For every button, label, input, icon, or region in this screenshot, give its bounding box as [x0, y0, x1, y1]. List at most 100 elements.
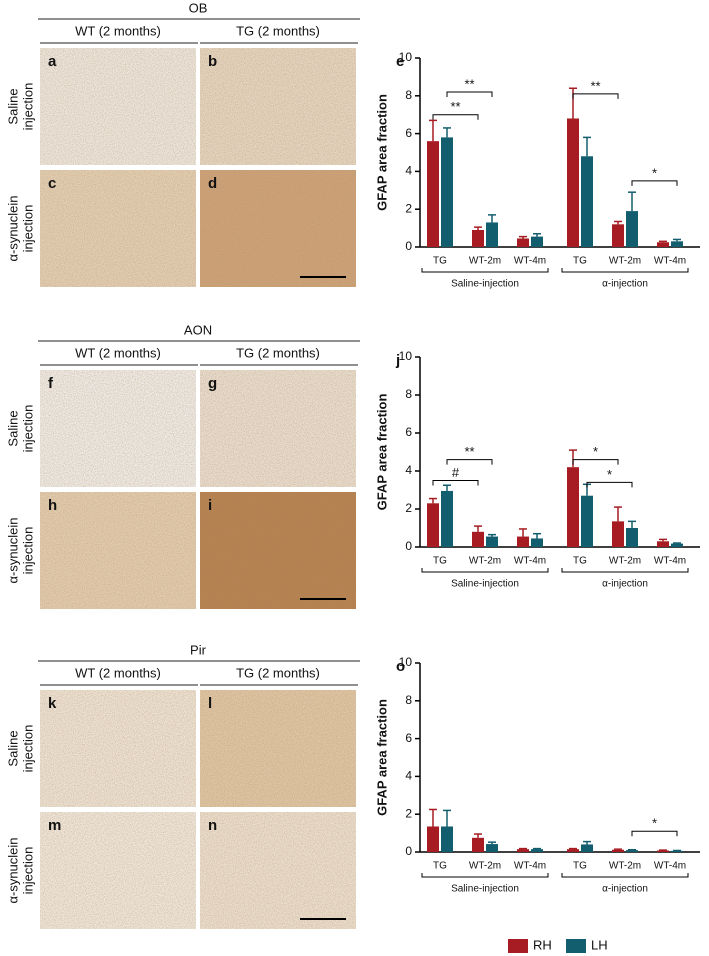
x-tick-label: WT-2m — [609, 861, 641, 872]
panel-letter: n — [208, 817, 217, 834]
micrograph-texture — [200, 690, 356, 807]
bar — [671, 850, 683, 852]
y-tick-label: 2 — [405, 806, 412, 820]
significance-bracket — [572, 93, 619, 99]
panel-letter: k — [48, 695, 57, 712]
panel-letter: g — [208, 375, 217, 392]
y-tick-label: 6 — [405, 731, 412, 745]
x-tick-label: WT-4m — [654, 256, 686, 267]
y-tick-label: 8 — [405, 693, 412, 707]
bar — [531, 236, 543, 247]
significance-bracket — [446, 91, 493, 98]
y-tick-label: 4 — [405, 463, 412, 477]
bar — [517, 849, 529, 852]
x-tick-label: WT-4m — [654, 861, 686, 872]
row-label: α-synuclein — [5, 517, 20, 583]
column-header: TG (2 months) — [236, 665, 320, 680]
group-label: α-injection — [602, 279, 648, 290]
bar — [441, 826, 453, 852]
panel-letter: m — [48, 817, 61, 834]
y-tick-label: 0 — [405, 239, 412, 253]
bar — [472, 837, 484, 852]
panel-letter: h — [48, 497, 57, 514]
region-title: Pir — [190, 642, 207, 657]
significance-bracket — [432, 114, 479, 120]
y-tick-label: 2 — [405, 501, 412, 515]
bar — [427, 826, 439, 852]
bar — [486, 222, 498, 247]
panel-letter: d — [208, 175, 217, 192]
x-tick-label: WT-4m — [514, 556, 546, 567]
bar — [657, 541, 669, 547]
y-axis-label: GFAP area fraction — [374, 394, 389, 511]
x-tick-label: WT-2m — [469, 256, 501, 267]
x-tick-label: TG — [573, 256, 587, 267]
legend-label: LH — [591, 937, 608, 952]
x-tick-label: WT-2m — [609, 556, 641, 567]
significance-label: * — [652, 816, 657, 831]
panel-letter: c — [48, 175, 56, 192]
micrograph-texture — [200, 48, 356, 165]
bar — [472, 531, 484, 547]
group-label: α-injection — [602, 884, 648, 895]
significance-bracket — [586, 481, 633, 488]
x-tick-label: WT-2m — [609, 256, 641, 267]
significance-label: ** — [450, 99, 460, 114]
bar — [567, 118, 579, 247]
column-header: WT (2 months) — [75, 23, 161, 38]
bar — [531, 849, 543, 852]
bar — [427, 141, 439, 247]
x-tick-label: TG — [433, 556, 447, 567]
row-label: injection — [20, 527, 35, 575]
significance-bracket — [446, 459, 493, 465]
y-tick-label: 10 — [399, 655, 413, 669]
group-bracket — [421, 873, 549, 878]
y-tick-label: 10 — [399, 50, 413, 64]
bar — [581, 495, 593, 547]
bar — [441, 490, 453, 547]
panel-letter: j — [395, 352, 400, 369]
significance-label: * — [593, 444, 598, 459]
x-tick-label: WT-4m — [654, 556, 686, 567]
bar — [657, 850, 669, 852]
x-tick-label: WT-4m — [514, 256, 546, 267]
group-bracket — [561, 873, 689, 878]
panel-letter: e — [396, 53, 404, 70]
bar — [657, 242, 669, 247]
significance-label: * — [652, 165, 657, 180]
micrograph-texture — [40, 812, 196, 929]
bar — [486, 536, 498, 547]
group-label: Saline-injection — [451, 579, 519, 590]
column-header: TG (2 months) — [236, 345, 320, 360]
y-tick-label: 8 — [405, 387, 412, 401]
row-label: Saline — [5, 410, 20, 446]
row-label: α-synuclein — [5, 837, 20, 903]
significance-bracket — [631, 180, 678, 186]
row-label: injection — [20, 847, 35, 895]
group-bracket — [561, 568, 689, 573]
bar — [486, 844, 498, 852]
bar — [581, 844, 593, 852]
bar — [671, 241, 683, 247]
micrograph-texture — [200, 370, 356, 487]
row-label: injection — [20, 405, 35, 453]
bar — [612, 521, 624, 547]
group-label: α-injection — [602, 579, 648, 590]
micrograph-texture — [40, 492, 196, 609]
significance-label: ** — [590, 78, 600, 93]
y-axis-label: GFAP area fraction — [374, 94, 389, 211]
x-tick-label: WT-2m — [469, 556, 501, 567]
bar — [531, 538, 543, 547]
bar — [626, 850, 638, 852]
column-header: WT (2 months) — [75, 345, 161, 360]
bar — [441, 137, 453, 247]
bar — [581, 156, 593, 247]
bar — [626, 528, 638, 547]
significance-bracket — [572, 459, 619, 465]
region-title: OB — [189, 0, 208, 15]
row-label: Saline — [5, 88, 20, 124]
x-tick-label: TG — [573, 556, 587, 567]
micrograph-texture — [40, 48, 196, 165]
y-tick-label: 4 — [405, 769, 412, 783]
